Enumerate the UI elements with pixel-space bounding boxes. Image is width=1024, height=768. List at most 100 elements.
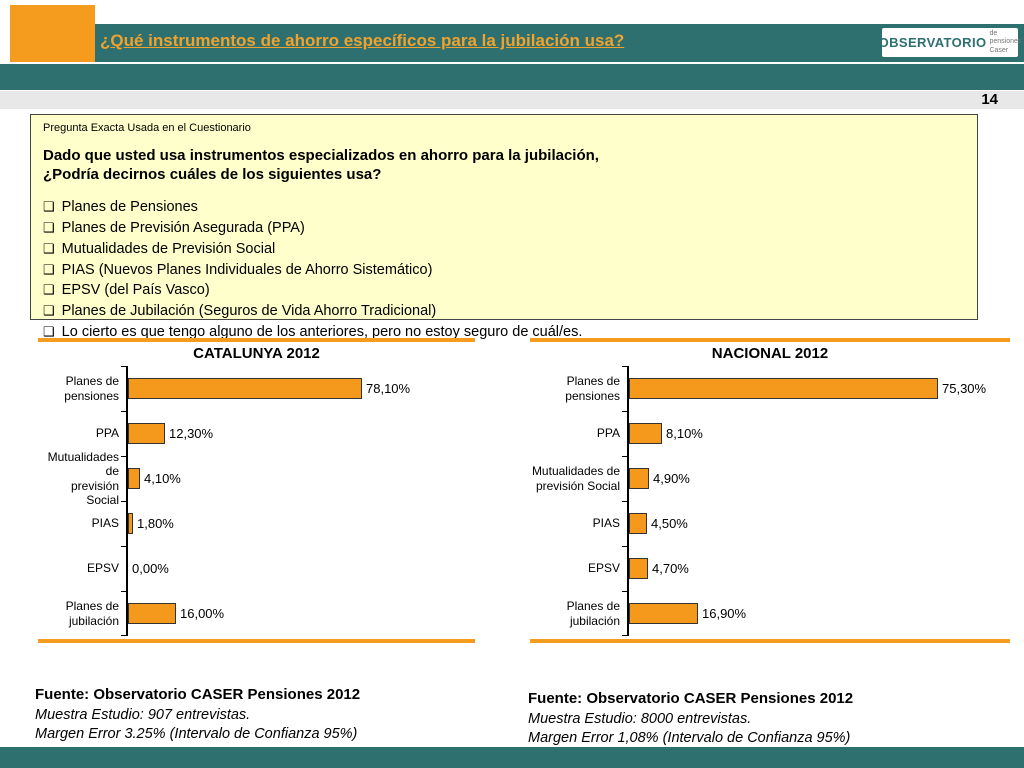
question-item-text: Planes de Previsión Asegurada (PPA) <box>61 220 305 237</box>
chart-row: PPA 8,10% <box>530 411 1010 456</box>
chart-row: EPSV 0,00% <box>38 546 475 591</box>
chart-catalunya: CATALUNYA 2012 Planes de pensiones 78,10%… <box>38 338 475 643</box>
category-label: Planes de jubilación <box>566 599 620 628</box>
question-intro: Dado que usted usa instrumentos especial… <box>43 147 599 184</box>
value-label: 1,80% <box>137 516 174 531</box>
category-label: Mutualidades de previsión Social <box>47 449 119 507</box>
value-label: 12,30% <box>169 426 214 441</box>
question-item: ❑ Planes de Previsión Asegurada (PPA) <box>43 218 965 239</box>
bar <box>629 468 649 489</box>
page-number-strip <box>0 91 1024 109</box>
chart-body: Planes de pensiones 78,10% PPA 12,30% Mutual… <box>38 366 475 636</box>
bar <box>128 513 133 534</box>
category-label: EPSV <box>86 561 119 576</box>
bar <box>128 603 176 624</box>
plot-area: 78,10% <box>121 366 475 411</box>
chart-row: PPA 12,30% <box>38 411 475 456</box>
chart-row: PIAS 4,50% <box>530 501 1010 546</box>
question-item: ❑ Lo cierto es que tengo alguno de los an… <box>43 322 965 343</box>
question-item-text: Lo cierto es que tengo alguno de los ant… <box>61 323 583 340</box>
question-item-text: Planes de Pensiones <box>61 199 198 216</box>
question-item-text: Mutualidades de Previsión Social <box>61 240 276 257</box>
plot-area: 75,30% <box>622 366 1010 411</box>
orange-accent-square <box>10 5 95 62</box>
chart-title: NACIONAL 2012 <box>711 345 829 362</box>
bar <box>629 378 938 399</box>
value-label: 0,00% <box>132 561 169 576</box>
question-item: ❑ PIAS (Nuevos Planes Individuales de Aho… <box>43 260 965 281</box>
plot-area: 4,70% <box>622 546 1010 591</box>
category-label: Planes de jubilación <box>65 599 119 628</box>
value-label: 4,10% <box>144 471 181 486</box>
plot-area: 8,10% <box>622 411 1010 456</box>
category-label: EPSV <box>587 561 620 576</box>
checkbox-icon: ❑ <box>43 240 55 256</box>
source-fuente: Fuente: Observatorio CASER Pensiones 201… <box>35 686 361 703</box>
question-item: ❑ Planes de Jubilación (Seguros de Vida A… <box>43 301 965 322</box>
category-label: Mutualidades de previsión Social <box>531 464 620 493</box>
plot-area: 4,10% <box>121 456 475 501</box>
category-label: PIAS <box>592 516 620 531</box>
logo-subtext-line1: de pensiones <box>989 30 1022 46</box>
bar <box>128 468 140 489</box>
logo-subtext: de pensiones Caser <box>989 30 1021 54</box>
logo-text: OBSERVATORIO <box>878 35 987 50</box>
chart-row: PIAS 1,80% <box>38 501 475 546</box>
source-catalunya: Fuente: Observatorio CASER Pensiones 201… <box>35 686 515 745</box>
question-items: ❑ Planes de Pensiones ❑ Planes de Previsión… <box>43 197 965 342</box>
question-item-text: PIAS (Nuevos Planes Individuales de Ahor… <box>61 261 433 278</box>
category-label: Planes de pensiones <box>64 374 119 403</box>
plot-area: 0,00% <box>121 546 475 591</box>
category-label: PPA <box>95 426 119 441</box>
observatorio-caser-logo: OBSERVATORIO de pensiones Caser <box>878 28 1021 57</box>
checkbox-icon: ❑ <box>43 303 55 319</box>
plot-area: 12,30% <box>121 411 475 456</box>
source-muestra: Muestra Estudio: 907 entrevistas. <box>35 707 251 723</box>
checkbox-icon: ❑ <box>43 282 55 298</box>
checkbox-icon: ❑ <box>43 199 55 215</box>
slide-title-link[interactable]: ¿Qué instrumentos de ahorro específicos … <box>100 31 625 50</box>
chart-title: CATALUNYA 2012 <box>193 345 320 362</box>
source-nacional: Fuente: Observatorio CASER Pensiones 201… <box>528 690 1008 749</box>
plot-area: 16,00% <box>121 591 475 636</box>
chart-row: Planes de pensiones 75,30% <box>530 366 1010 411</box>
checkbox-icon: ❑ <box>43 261 55 277</box>
question-item: ❑ Planes de Pensiones <box>43 197 965 218</box>
value-label: 16,90% <box>702 606 747 621</box>
chart-row: Planes de jubilación 16,00% <box>38 591 475 636</box>
bar <box>629 423 662 444</box>
question-box: Pregunta Exacta Usada en el Cuestionario… <box>30 114 978 340</box>
logo-subtext-line2: Caser <box>989 46 1009 54</box>
value-label: 4,90% <box>653 471 690 486</box>
chart-row: EPSV 4,70% <box>530 546 1010 591</box>
chart-row: Mutualidades de previsión Social 4,10% <box>38 449 475 507</box>
chart-row: Planes de pensiones 78,10% <box>38 366 475 411</box>
bar <box>128 378 362 399</box>
category-label: PIAS <box>91 516 119 531</box>
value-label: 4,50% <box>651 516 688 531</box>
header-band <box>86 24 1024 62</box>
chart-body: Planes de pensiones 75,30% PPA 8,10% Mutuali… <box>530 366 1010 636</box>
question-item-text: Planes de Jubilación (Seguros de Vida Ah… <box>61 303 437 320</box>
value-label: 16,00% <box>180 606 225 621</box>
plot-area: 4,50% <box>622 501 1010 546</box>
question-item: ❑ Mutualidades de Previsión Social <box>43 239 965 260</box>
orange-rule-bottom <box>530 639 1010 643</box>
checkbox-icon: ❑ <box>43 323 55 339</box>
orange-rule-top <box>530 338 1010 342</box>
value-label: 75,30% <box>942 381 987 396</box>
category-label: PPA <box>596 426 620 441</box>
plot-area: 16,90% <box>622 591 1010 636</box>
bar <box>629 603 698 624</box>
teal-band <box>0 64 1024 90</box>
bottom-teal-band <box>0 747 1024 768</box>
chart-row: Planes de jubilación 16,90% <box>530 591 1010 636</box>
source-margen: Margen Error 1,08% (Intervalo de Confian… <box>528 730 851 746</box>
source-muestra: Muestra Estudio: 8000 entrevistas. <box>528 711 752 727</box>
plot-area: 1,80% <box>121 501 475 546</box>
orange-rule-top <box>38 338 475 342</box>
chart-nacional: NACIONAL 2012 Planes de pensiones 75,30% P… <box>530 338 1010 643</box>
checkbox-icon: ❑ <box>43 220 55 236</box>
orange-rule-bottom <box>38 639 475 643</box>
value-label: 78,10% <box>366 381 411 396</box>
